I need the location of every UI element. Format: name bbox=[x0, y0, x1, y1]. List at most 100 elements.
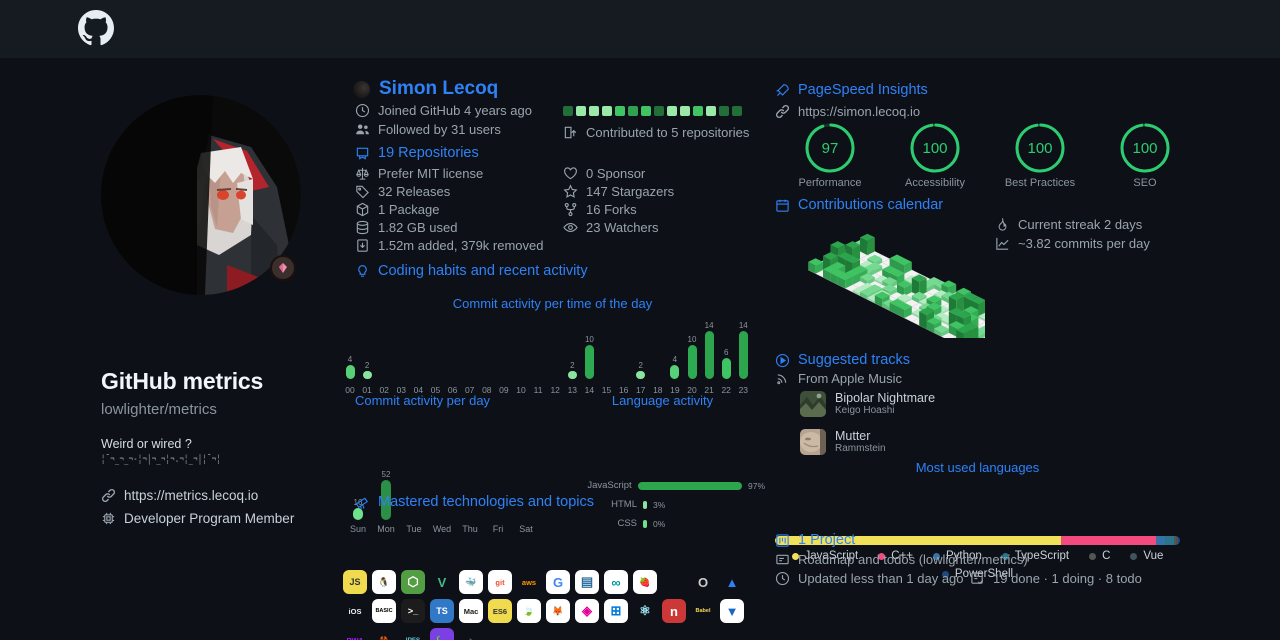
gauge-ring: 100 bbox=[1014, 122, 1066, 174]
linux-icon[interactable]: 🐧 bbox=[372, 570, 396, 594]
contribution-square bbox=[589, 106, 599, 116]
hour-axis-label: 18 bbox=[653, 385, 663, 395]
play-icon bbox=[775, 353, 790, 368]
packages-row: 1 Package bbox=[355, 202, 439, 217]
ios-icon[interactable]: iOS bbox=[343, 599, 367, 623]
hour-bar-fill bbox=[362, 371, 372, 379]
mastered-tech-row[interactable]: Mastered technologies and topics bbox=[355, 494, 594, 510]
typescript-icon[interactable]: TS bbox=[430, 599, 454, 623]
google-icon[interactable]: G bbox=[546, 570, 570, 594]
language-activity-name: HTML bbox=[611, 499, 637, 510]
contribution-square bbox=[563, 106, 573, 116]
project-tasks-row: 19 done · 1 doing · 8 todo bbox=[970, 571, 1142, 586]
npm-icon[interactable]: n bbox=[662, 599, 686, 623]
tracks-source-row: From Apple Music bbox=[775, 371, 902, 386]
database-icon[interactable]: ▤ bbox=[575, 570, 599, 594]
hour-bar: 10 bbox=[685, 335, 699, 379]
gauge-value: 100 bbox=[1132, 139, 1158, 157]
coding-habits-row[interactable]: Coding habits and recent activity bbox=[355, 263, 588, 279]
language-activity-row: HTML 3% bbox=[575, 495, 765, 514]
terminal-icon[interactable]: >_ bbox=[401, 599, 425, 623]
graphql-icon[interactable]: ◈ bbox=[575, 599, 599, 623]
contribution-square bbox=[719, 106, 729, 116]
contribution-square bbox=[576, 106, 586, 116]
opera-icon[interactable]: O bbox=[691, 570, 715, 594]
git-icon[interactable]: git bbox=[488, 570, 512, 594]
tracks-title-row[interactable]: Suggested tracks bbox=[775, 352, 910, 368]
contributed-label: Contributed to 5 repositories bbox=[586, 125, 750, 140]
contribution-square bbox=[693, 106, 703, 116]
track-artist: Rammstein bbox=[835, 443, 886, 454]
vue-icon[interactable]: V bbox=[430, 570, 454, 594]
language-color-dot bbox=[878, 552, 886, 560]
basic-icon[interactable]: BASIC bbox=[372, 599, 396, 623]
hour-bar-value: 6 bbox=[723, 348, 729, 357]
user-name-row[interactable]: Simon Lecoq bbox=[353, 78, 498, 100]
language-legend-item: C bbox=[1089, 550, 1110, 562]
mongodb-icon[interactable]: 🍃 bbox=[517, 599, 541, 623]
windows-icon[interactable]: ⊞ bbox=[604, 599, 628, 623]
babel-icon[interactable]: Babel bbox=[691, 599, 715, 623]
docker-icon[interactable]: 🐳 bbox=[459, 570, 483, 594]
track-item-0[interactable]: Bipolar Nightmare Keigo Hoashi bbox=[800, 391, 935, 417]
project-title-row[interactable]: 1 Project bbox=[775, 532, 855, 548]
language-segment bbox=[1176, 536, 1179, 545]
hour-bar: 2 bbox=[634, 361, 648, 379]
nodejs-icon[interactable]: ⬡ bbox=[401, 570, 425, 594]
language-activity-pct: 97% bbox=[747, 480, 765, 491]
bulb-icon bbox=[355, 264, 370, 279]
contribution-square bbox=[641, 106, 651, 116]
joined-label: Joined GitHub 4 years ago bbox=[378, 103, 532, 118]
album-art bbox=[800, 391, 826, 417]
hour-axis-label: 20 bbox=[687, 385, 697, 395]
contribution-square bbox=[680, 106, 690, 116]
hour-bar-fill bbox=[687, 345, 697, 379]
rust-icon[interactable]: 🦀 bbox=[372, 628, 396, 640]
github-icon[interactable] bbox=[662, 570, 686, 594]
calendar-title-row[interactable]: Contributions calendar bbox=[775, 197, 943, 213]
vuetify-icon[interactable]: ▼ bbox=[720, 599, 744, 623]
language-legend-item: JavaScript bbox=[791, 550, 858, 562]
macos-icon[interactable]: Mac bbox=[459, 599, 483, 623]
joined-row: Joined GitHub 4 years ago bbox=[355, 103, 532, 118]
arduino-icon[interactable]: ∞ bbox=[604, 570, 628, 594]
deno-icon[interactable]: 🦕 bbox=[430, 628, 454, 640]
pwa-icon[interactable]: PWA bbox=[343, 628, 367, 640]
electron-icon[interactable]: ⚛ bbox=[633, 599, 657, 623]
pagespeed-url-row[interactable]: https://simon.lecoq.io bbox=[775, 104, 920, 119]
firefox-icon[interactable]: 🦊 bbox=[546, 599, 570, 623]
hour-axis-label: 13 bbox=[567, 385, 578, 395]
contribution-square bbox=[628, 106, 638, 116]
raspberrypi-icon[interactable]: 🍓 bbox=[633, 570, 657, 594]
streak-label: Current streak 2 days bbox=[1018, 217, 1143, 232]
diff-label: 1.52m added, 379k removed bbox=[378, 238, 544, 253]
hour-axis-label: 09 bbox=[499, 385, 509, 395]
day-chart-title: Commit activity per day bbox=[354, 393, 491, 408]
track-item-1[interactable]: Mutter Rammstein bbox=[800, 429, 886, 455]
aws-icon[interactable]: aws bbox=[517, 570, 541, 594]
azure-icon[interactable]: ▲ bbox=[720, 570, 744, 594]
contribution-square bbox=[667, 106, 677, 116]
language-legend-label: C++ bbox=[891, 550, 913, 562]
pagespeed-title-label: PageSpeed Insights bbox=[798, 82, 928, 98]
es6-icon[interactable]: ES6 bbox=[488, 599, 512, 623]
contribution-square bbox=[732, 106, 742, 116]
project-updated-row: Updated less than 1 day ago bbox=[775, 571, 964, 586]
main-metrics-column: Simon Lecoq Joined GitHub 4 years ago Fo… bbox=[335, 58, 770, 640]
hour-bar: 6 bbox=[719, 348, 733, 379]
language-legend-label: Python bbox=[945, 550, 982, 562]
day-axis-label: Sun bbox=[349, 524, 366, 534]
language-activity-bar bbox=[637, 481, 742, 490]
moon-icon[interactable]: ◗ bbox=[459, 628, 483, 640]
most-used-languages-bar bbox=[775, 536, 1180, 545]
javascript-icon[interactable]: JS bbox=[343, 570, 367, 594]
website-link[interactable]: https://metrics.lecoq.io bbox=[101, 488, 258, 503]
mastered-tech-label: Mastered technologies and topics bbox=[378, 494, 595, 510]
repositories-row[interactable]: 19 Repositories bbox=[355, 145, 479, 161]
pagespeed-title-row[interactable]: PageSpeed Insights bbox=[775, 82, 928, 98]
developer-program-label: Developer Program Member bbox=[124, 511, 295, 526]
pagespeed-gauge: 100 SEO bbox=[1095, 122, 1195, 189]
ipfs-icon[interactable]: IPFS bbox=[401, 628, 425, 640]
hour-axis-label: 14 bbox=[584, 385, 595, 395]
project-updated-label: Updated less than 1 day ago bbox=[798, 571, 964, 586]
